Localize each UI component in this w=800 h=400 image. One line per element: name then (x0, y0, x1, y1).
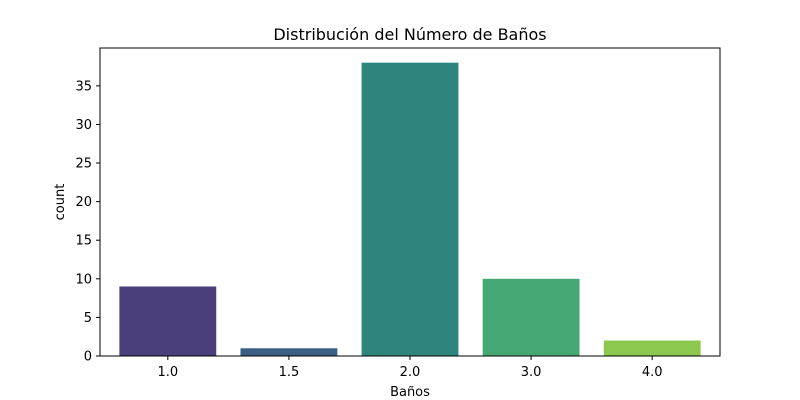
bar-2.0 (361, 62, 459, 357)
bar-3.0 (482, 278, 580, 356)
x-tick-label: 1.5 (279, 365, 300, 380)
x-axis-label: Baños (390, 385, 430, 400)
y-tick-label: 10 (75, 272, 92, 287)
y-axis-label: count (53, 184, 68, 221)
x-tick-label: 3.0 (521, 365, 542, 380)
x-tick-label: 4.0 (642, 365, 663, 380)
y-tick-label: 25 (75, 157, 92, 172)
y-axis-ticks: 0 5 10 15 20 25 30 35 (75, 79, 100, 365)
x-tick-label: 1.0 (157, 365, 178, 380)
y-tick-label: 30 (75, 118, 92, 133)
plot-frame (99, 47, 721, 357)
y-tick-label: 20 (75, 195, 92, 210)
y-tick-label: 35 (75, 79, 92, 94)
chart-title: Distribución del Número de Baños (273, 25, 546, 44)
bar-1.5 (240, 348, 338, 356)
bar-4.0 (603, 340, 701, 356)
bars-group (119, 62, 701, 357)
y-tick-label: 15 (75, 234, 92, 249)
x-axis-ticks: 1.0 1.5 2.0 3.0 4.0 (157, 356, 663, 380)
x-tick-label: 2.0 (400, 365, 421, 380)
y-tick-label: 5 (84, 311, 92, 326)
bar-1.0 (119, 286, 217, 356)
y-tick-label: 0 (84, 350, 92, 365)
